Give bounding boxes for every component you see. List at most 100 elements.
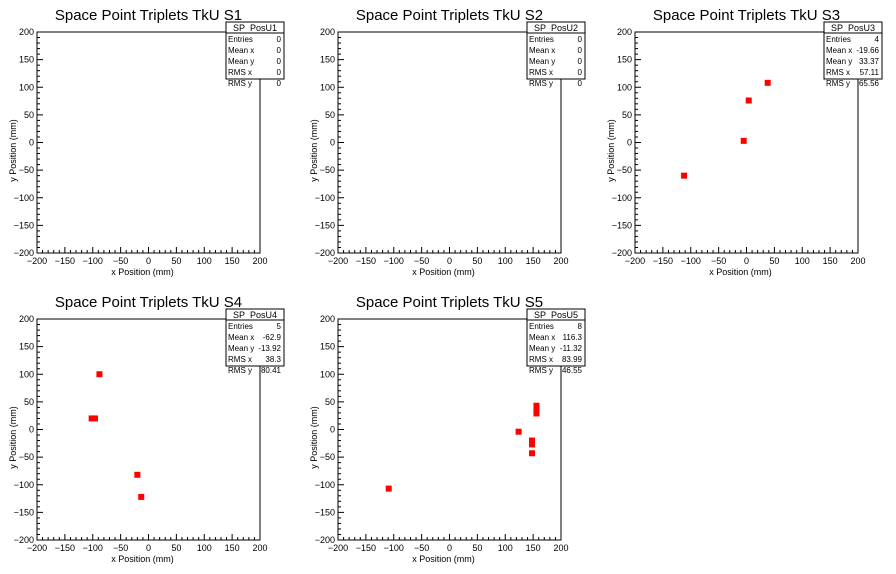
- y-tick-label: −150: [612, 220, 632, 230]
- x-tick-label: 0: [146, 256, 151, 266]
- y-tick-label: 0: [29, 425, 34, 435]
- data-point: [385, 485, 392, 492]
- y-tick-label: −150: [14, 220, 34, 230]
- x-tick-label: −200: [328, 256, 348, 266]
- x-tick-label: −100: [681, 256, 701, 266]
- y-tick-label: 100: [617, 82, 632, 92]
- x-tick-label: 100: [197, 543, 212, 553]
- stats-row-label: RMS y: [228, 366, 252, 375]
- y-tick-label: 100: [19, 82, 34, 92]
- y-tick-label: 150: [19, 55, 34, 65]
- stats-row-label: RMS y: [529, 366, 553, 375]
- x-tick-label: −100: [384, 256, 404, 266]
- data-point: [533, 402, 540, 409]
- stats-row-value: -62.9: [263, 333, 282, 342]
- x-tick-label: −200: [625, 256, 645, 266]
- x-tick-label: −100: [83, 543, 103, 553]
- stats-box-frame: [225, 21, 285, 80]
- data-point: [533, 410, 540, 417]
- y-axis-label: y Position (mm): [309, 119, 319, 182]
- y-tick-label: 0: [330, 425, 335, 435]
- y-tick-label: 200: [320, 314, 335, 324]
- y-tick-label: −200: [14, 535, 34, 545]
- stats-row-value: 8: [578, 322, 583, 331]
- stats-row-label: Mean x: [228, 46, 254, 55]
- stats-row-label: RMS x: [228, 355, 252, 364]
- stats-row-value: 46.55: [562, 366, 583, 375]
- stats-row-value: 0: [277, 68, 282, 77]
- x-tick-label: −150: [55, 543, 75, 553]
- stats-name: SP_PosU3: [831, 23, 875, 33]
- stats-box-frame: [526, 308, 586, 367]
- y-tick-label: −50: [617, 165, 632, 175]
- panel-s2: Space Point Triplets TkU S2 −200 −150 −100 −…: [309, 7, 586, 277]
- x-tick-label: −150: [356, 543, 376, 553]
- x-tick-label: −100: [83, 256, 103, 266]
- y-tick-label: 0: [627, 138, 632, 148]
- y-tick-label: 50: [325, 110, 335, 120]
- y-tick-label: 50: [325, 397, 335, 407]
- x-tick-label: 200: [252, 256, 267, 266]
- y-tick-label: 100: [19, 369, 34, 379]
- y-tick-label: −50: [320, 165, 335, 175]
- stats-row-label: Mean y: [228, 57, 254, 66]
- panel-s5: Space Point Triplets TkU S5 −200 −150 −100−…: [309, 294, 586, 564]
- stats-row-value: 0: [578, 79, 583, 88]
- x-tick-label: −200: [328, 543, 348, 553]
- stats-row-label: Entries: [228, 35, 253, 44]
- x-tick-label: 200: [553, 256, 568, 266]
- y-tick-label: −200: [14, 248, 34, 258]
- x-tick-label: 150: [225, 543, 240, 553]
- stats-row-value: 0: [277, 46, 282, 55]
- stats-row-label: Entries: [228, 322, 253, 331]
- data-point: [88, 415, 95, 422]
- x-tick-label: 150: [823, 256, 838, 266]
- stats-row-label: RMS x: [529, 355, 553, 364]
- stats-row-value: 0: [277, 57, 282, 66]
- data-point: [91, 415, 98, 422]
- y-axis-label: y Position (mm): [309, 406, 319, 469]
- stats-box: SP_PosU4 Entries 5 Mean x -62.9 Mean y -13.92 R…: [225, 308, 285, 375]
- stats-row-value: 116.3: [563, 333, 583, 342]
- x-tick-label: 150: [526, 543, 541, 553]
- panel-s4: Space Point Triplets TkU S4−200 −150 −100−…: [8, 294, 285, 564]
- y-tick-label: −100: [14, 193, 34, 203]
- stats-name: SP_PosU1: [233, 23, 277, 33]
- x-tick-label: −50: [414, 543, 429, 553]
- x-axis-label: x Position (mm): [709, 267, 772, 277]
- x-tick-label: 100: [197, 256, 212, 266]
- data-point: [138, 493, 145, 500]
- y-tick-label: −200: [612, 248, 632, 258]
- stats-row-label: Entries: [529, 35, 554, 44]
- data-point: [681, 172, 688, 179]
- x-tick-label: 50: [171, 256, 181, 266]
- x-tick-label: −150: [653, 256, 673, 266]
- stats-row-value: -19.66: [856, 46, 879, 55]
- stats-box: SP_PosU1 Entries 0 Mean x 0 Mean y 0 RMS x 0 RMS …: [225, 21, 285, 88]
- data-point: [96, 371, 103, 378]
- data-point: [134, 471, 141, 478]
- stats-row-value: -13.92: [258, 344, 281, 353]
- x-tick-label: 100: [498, 543, 513, 553]
- data-point: [515, 428, 522, 435]
- stats-row-value: 38.3: [265, 355, 281, 364]
- x-tick-label: 0: [146, 543, 151, 553]
- stats-row-label: Entries: [826, 35, 851, 44]
- y-tick-label: 200: [320, 27, 335, 37]
- y-tick-label: 200: [19, 27, 34, 37]
- chart-title: Space Point Triplets TkU S5: [356, 294, 543, 311]
- y-tick-label: −150: [315, 220, 335, 230]
- stats-row-label: Mean y: [826, 57, 852, 66]
- stats-row-value: 57.11: [860, 68, 880, 77]
- x-tick-label: −100: [384, 543, 404, 553]
- chart-title: Space Point Triplets TkU S2: [356, 7, 543, 24]
- stats-row-label: RMS y: [826, 79, 850, 88]
- y-tick-label: −150: [14, 507, 34, 517]
- y-axis-label: y Position (mm): [606, 119, 616, 182]
- y-tick-label: 150: [19, 342, 34, 352]
- x-tick-label: 100: [795, 256, 810, 266]
- y-tick-label: −200: [315, 248, 335, 258]
- stats-row-label: Mean x: [529, 333, 555, 342]
- stats-box: SP_PosU2 Entries 0 Mean x 0 Mean y 0 RMS x 0 RMS …: [526, 21, 586, 88]
